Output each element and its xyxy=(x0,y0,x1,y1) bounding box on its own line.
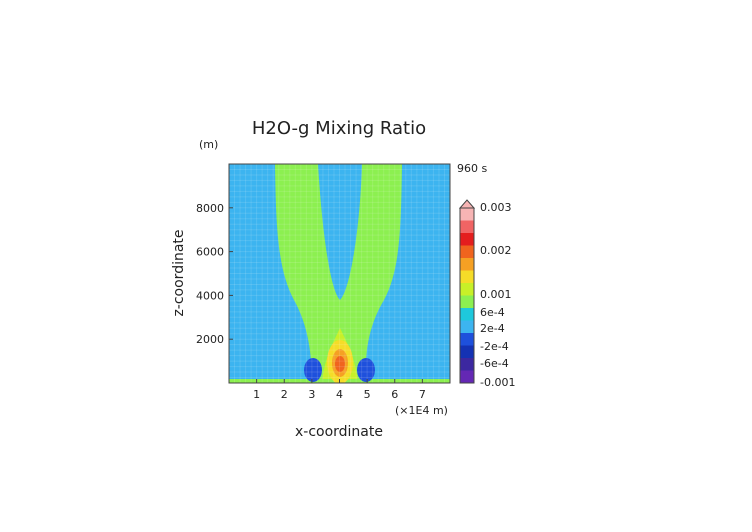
x-tick-label: 3 xyxy=(308,388,315,401)
x-axis-label: x-coordinate xyxy=(295,424,383,440)
colorbar-label: 2e-4 xyxy=(480,322,505,335)
colorbar: 0.003 0.002 0.001 6e-4 2e-4 -2e-4 -6e-4 -0.001 xyxy=(458,199,515,389)
colorbar-segment xyxy=(460,358,474,371)
colorbar-label: 0.003 xyxy=(480,201,512,214)
y-tick-label: 2000 xyxy=(196,333,224,346)
y-unit-label: (m) xyxy=(199,138,218,151)
colorbar-segment xyxy=(460,295,474,309)
y-axis-label: z-coordinate xyxy=(171,229,187,316)
time-label: 960 s xyxy=(457,162,487,175)
chart-title: H2O-g Mixing Ratio xyxy=(252,118,426,139)
colorbar-segment xyxy=(460,308,474,321)
x-tick-label: 7 xyxy=(419,388,426,401)
x-tick-label: 1 xyxy=(253,388,260,401)
contour-field xyxy=(229,164,450,383)
plume-region xyxy=(275,164,402,383)
colorbar-label: -6e-4 xyxy=(480,357,509,370)
y-tick-label: 8000 xyxy=(196,202,224,215)
right-dry-patch xyxy=(357,358,375,382)
colorbar-label: 6e-4 xyxy=(480,306,505,319)
x-axis: 1 2 3 4 5 6 7 xyxy=(253,379,426,401)
colorbar-segment xyxy=(460,283,474,296)
colorbar-segment xyxy=(460,258,474,271)
x-tick-label: 6 xyxy=(391,388,398,401)
colorbar-segment xyxy=(460,245,474,259)
x-tick-label: 4 xyxy=(336,388,343,401)
colorbar-segment xyxy=(460,270,474,284)
colorbar-label: -0.001 xyxy=(480,376,515,389)
y-tick-label: 4000 xyxy=(196,289,224,302)
plot-grid xyxy=(229,164,450,383)
colorbar-segment xyxy=(460,370,474,384)
colorbar-frame xyxy=(459,207,475,384)
y-axis: 2000 4000 6000 8000 xyxy=(196,202,233,346)
x-tick-label: 5 xyxy=(364,388,371,401)
y-tick-label: 6000 xyxy=(196,246,224,259)
x-tick-label: 2 xyxy=(281,388,288,401)
colorbar-label: 0.001 xyxy=(480,288,512,301)
core-peak xyxy=(335,356,345,372)
colorbar-arrow xyxy=(458,199,476,209)
colorbar-label: -2e-4 xyxy=(480,340,509,353)
x-unit-label: (×1E4 m) xyxy=(395,404,448,417)
colorbar-segment xyxy=(460,333,474,346)
colorbar-segment xyxy=(460,208,474,221)
colorbar-segment xyxy=(460,220,474,234)
left-dry-patch xyxy=(304,358,322,382)
colorbar-label: 0.002 xyxy=(480,244,512,257)
colorbar-segment xyxy=(460,345,474,359)
colorbar-segment xyxy=(460,233,474,246)
colorbar-segment xyxy=(460,320,474,334)
